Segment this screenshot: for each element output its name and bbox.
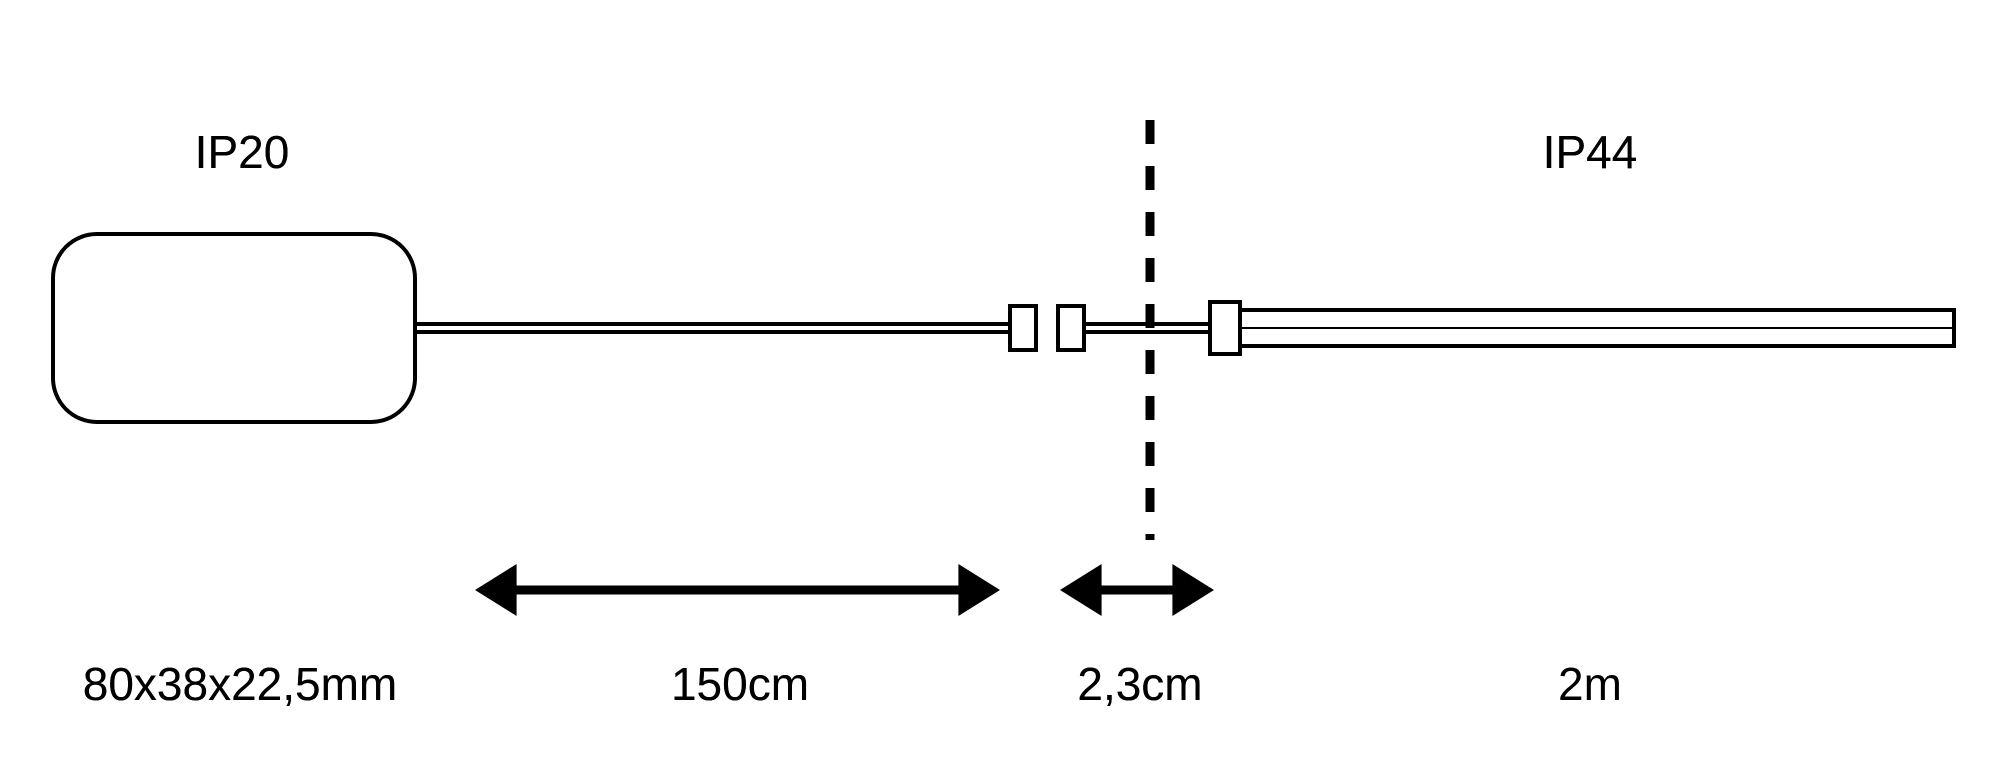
label-box-dim: 80x38x22,5mm: [83, 658, 398, 710]
label-cable: 150cm: [671, 658, 809, 710]
label-ip44: IP44: [1543, 126, 1638, 178]
connector-c: [1210, 302, 1240, 354]
connector-b: [1058, 306, 1084, 350]
label-ip20: IP20: [195, 126, 290, 178]
psu-box: [53, 234, 415, 422]
connector-a: [1010, 306, 1036, 350]
label-conn: 2,3cm: [1077, 658, 1202, 710]
label-strip: 2m: [1558, 658, 1622, 710]
